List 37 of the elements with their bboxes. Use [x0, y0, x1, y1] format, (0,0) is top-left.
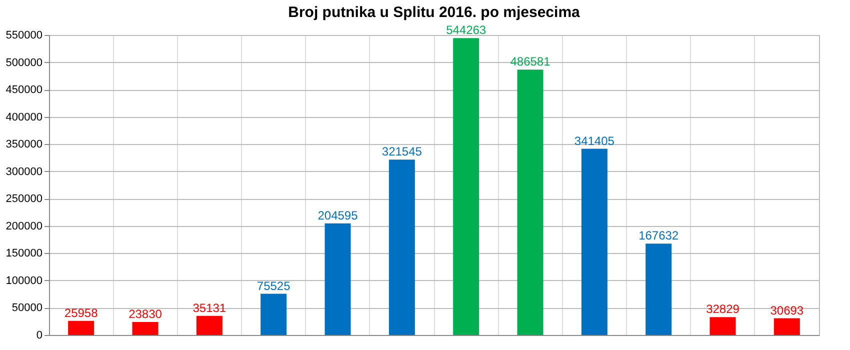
bar: [774, 318, 800, 335]
bar: [324, 223, 351, 335]
y-tick-label: 0: [36, 330, 42, 342]
y-tick-label: 50000: [12, 302, 42, 314]
data-label: 204595: [318, 208, 358, 222]
bar: [260, 294, 287, 335]
chart-title: Broj putnika u Splitu 2016. po mjesecima: [288, 4, 581, 22]
data-label: 167632: [638, 228, 679, 243]
y-tick-label: 550000: [6, 30, 42, 42]
data-label: 75525: [256, 278, 291, 293]
y-tick-label: 100000: [6, 274, 42, 287]
y-tick-label: 350000: [6, 138, 42, 151]
y-tick-label: 150000: [6, 248, 42, 260]
y-tick-label: 300000: [6, 166, 42, 178]
bar: [196, 316, 222, 335]
data-label: 341405: [574, 134, 615, 148]
y-tick-label: 500000: [6, 56, 42, 69]
data-label: 25958: [64, 306, 98, 320]
bar: [453, 38, 480, 335]
bar: [68, 320, 94, 335]
bar: [710, 317, 736, 335]
bar: [646, 244, 672, 335]
y-tick-label: 400000: [6, 111, 42, 124]
bar: [388, 160, 415, 335]
data-label: 23830: [128, 307, 162, 321]
data-label: 35131: [192, 300, 226, 315]
bar: [517, 70, 544, 335]
data-label: 486581: [510, 54, 551, 69]
data-label: 32829: [706, 302, 740, 316]
y-tick-label: 450000: [6, 84, 42, 96]
y-tick-label: 250000: [6, 193, 42, 206]
bar: [581, 148, 608, 335]
y-tick-label: 200000: [6, 220, 42, 232]
data-label: 30693: [770, 303, 804, 318]
data-label: 321545: [382, 144, 422, 159]
bar: [132, 322, 158, 335]
data-label: 544263: [446, 23, 486, 38]
